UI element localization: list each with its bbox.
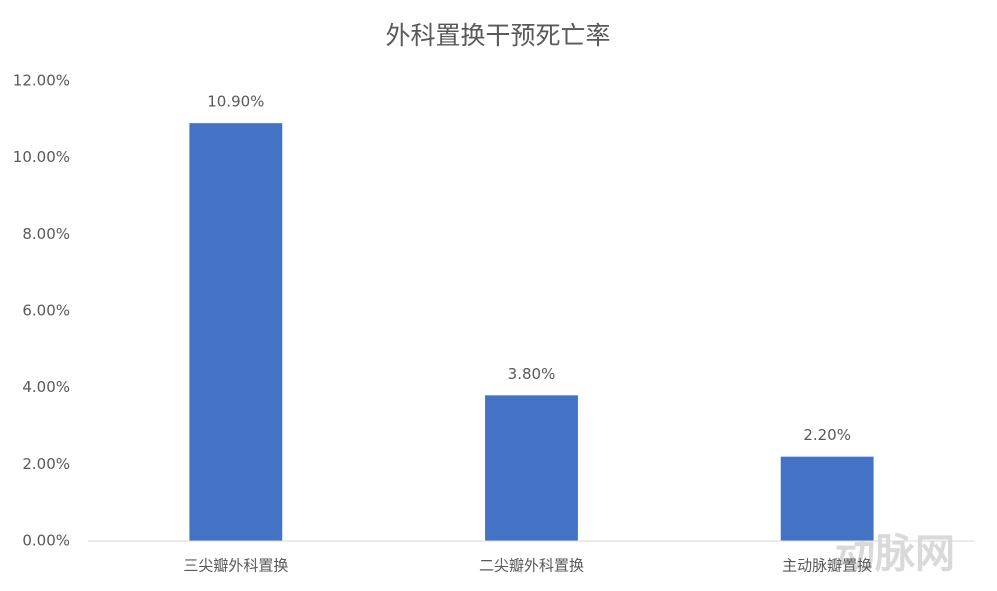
y-tick-label: 4.00% — [22, 378, 70, 396]
y-tick-label: 6.00% — [22, 302, 70, 320]
y-tick-label: 0.00% — [22, 532, 70, 550]
value-label: 3.80% — [508, 365, 556, 383]
bar — [780, 456, 874, 541]
bar — [485, 395, 578, 541]
chart-title: 外科置换干预死亡率 — [385, 21, 610, 50]
y-tick-label: 10.00% — [13, 148, 70, 166]
y-tick-label: 2.00% — [22, 455, 70, 473]
y-tick-label: 8.00% — [22, 225, 70, 243]
x-tick-label: 二尖瓣外科置换 — [479, 557, 584, 575]
x-tick-label: 三尖瓣外科置换 — [183, 557, 288, 575]
value-label: 10.90% — [207, 93, 264, 111]
bar — [189, 123, 283, 542]
value-label: 2.20% — [803, 426, 851, 444]
y-tick-label: 12.00% — [13, 72, 70, 90]
x-tick-label: 主动脉瓣置换 — [782, 557, 872, 575]
